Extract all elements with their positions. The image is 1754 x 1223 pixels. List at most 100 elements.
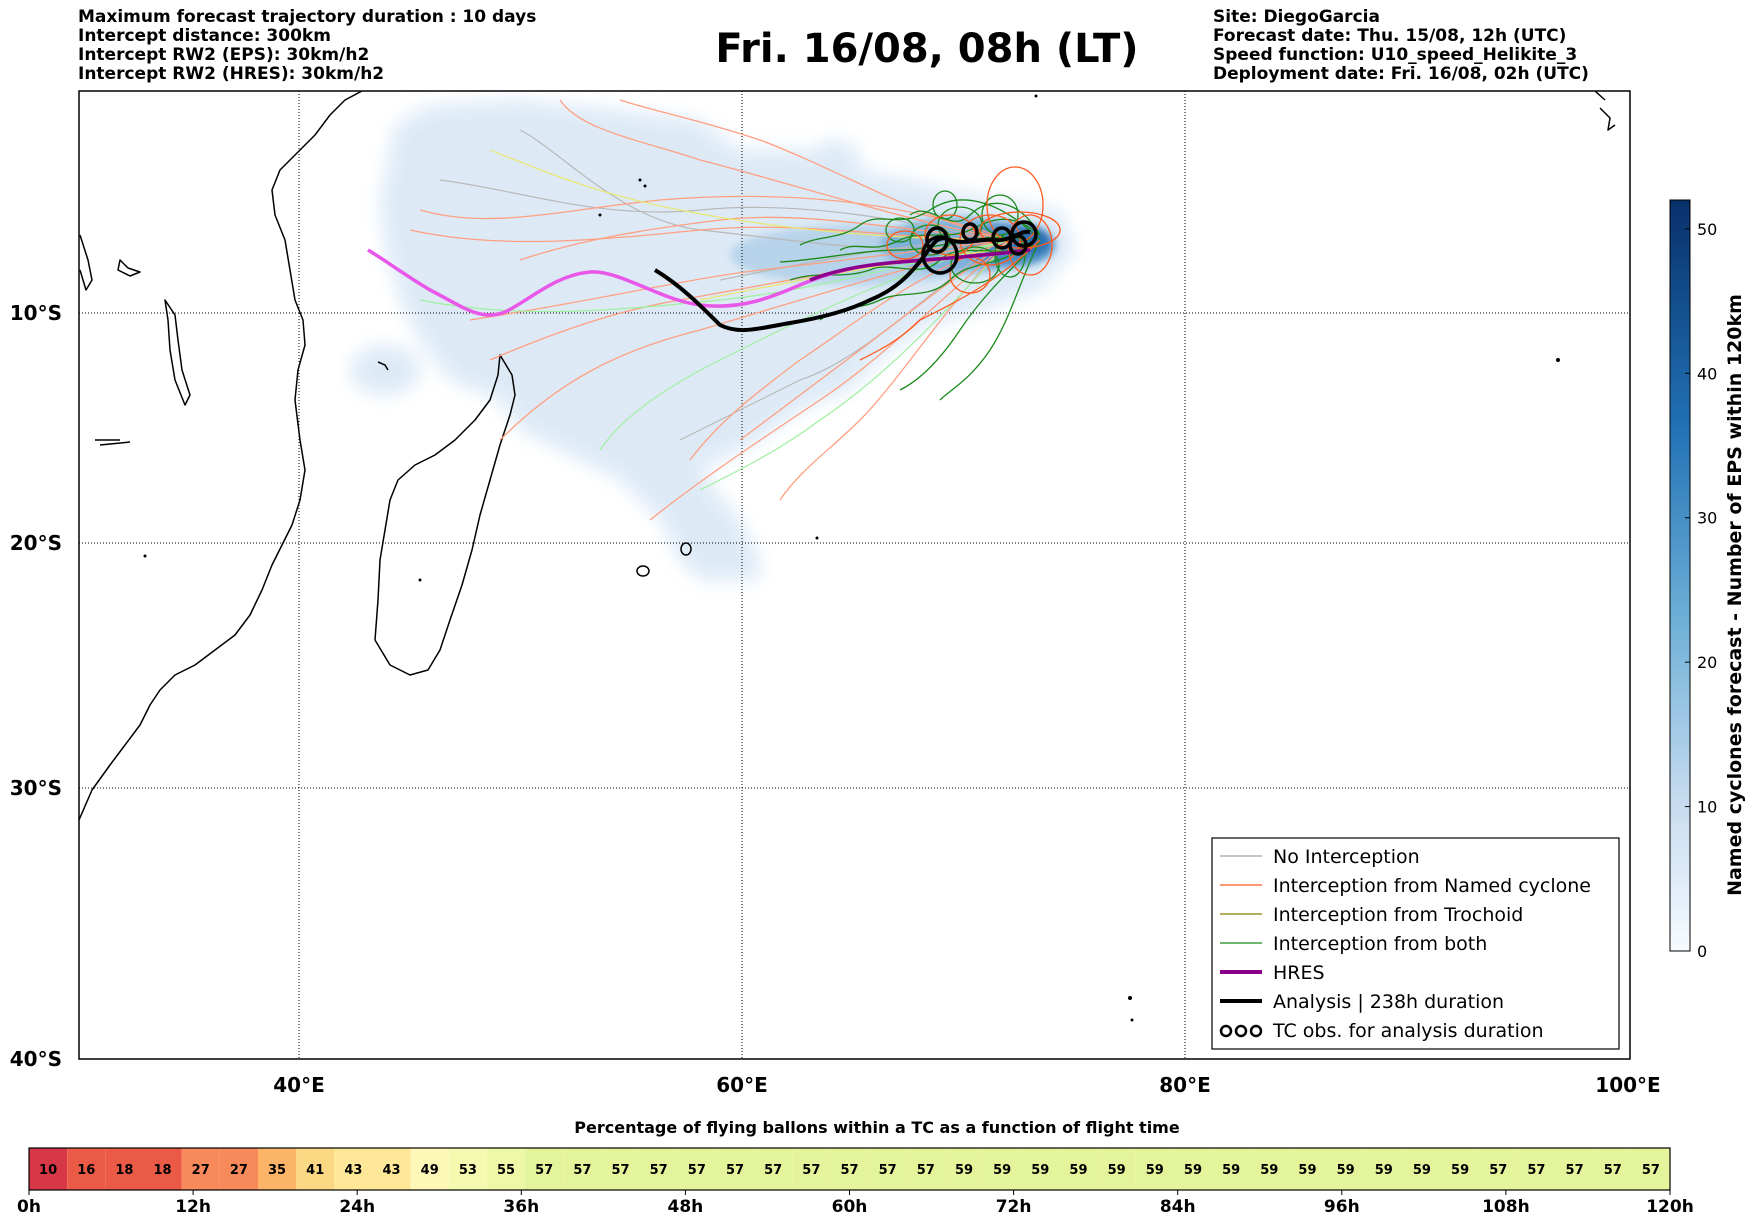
strip-cell-value: 27 — [230, 1163, 248, 1178]
legend-item: Interception from Named cyclone — [1220, 875, 1591, 897]
strip-cell — [486, 1148, 526, 1190]
strip-cell-value: 59 — [1451, 1163, 1469, 1178]
strip-cell-value: 18 — [115, 1163, 133, 1178]
strip-cell-value: 16 — [77, 1163, 95, 1178]
strip-cell — [1250, 1148, 1289, 1190]
colorbar-tick-label: 10 — [1697, 798, 1717, 817]
strip-cell — [181, 1148, 220, 1190]
header-left: Maximum forecast trajectory duration : 1… — [78, 8, 536, 84]
strip-cell-value: 57 — [688, 1163, 706, 1178]
header-left-line: Intercept distance: 300km — [78, 26, 331, 46]
legend-label: Interception from Named cyclone — [1273, 875, 1591, 897]
graticule — [79, 91, 1630, 1059]
strip-cell — [1441, 1148, 1480, 1190]
colorbar-tick-label: 0 — [1697, 942, 1707, 961]
legend-label: Analysis | 238h duration — [1273, 991, 1504, 1013]
strip-cell-value: 59 — [1375, 1163, 1393, 1178]
strip-cell-value: 57 — [611, 1163, 629, 1178]
strip-cell — [1555, 1148, 1594, 1190]
time-label: 0h — [17, 1197, 41, 1217]
map-frame — [78, 90, 1631, 1060]
time-label: 36h — [503, 1197, 539, 1217]
strip-cell — [792, 1148, 831, 1190]
small-islands — [143, 94, 1560, 1022]
legend-label: HRES — [1273, 962, 1325, 984]
strip-cell — [1517, 1148, 1556, 1190]
colorbar-gradient — [1669, 199, 1691, 952]
percentage-strip: 10 16 18 18 27 27 35 41 43 43 49 53 55 57 57 57 57 57 57 57… — [28, 1147, 1671, 1191]
tc-obs-markers — [921, 220, 1038, 275]
lat-label: 10°S — [10, 301, 62, 325]
legend-item: TC obs. for analysis duration — [1219, 1020, 1544, 1042]
strip-cell-value: 57 — [573, 1163, 591, 1178]
strip-cell — [1364, 1148, 1403, 1190]
strip-cell — [29, 1148, 68, 1190]
strip-cell-value: 57 — [917, 1163, 935, 1178]
legend-item: Interception from Trochoid — [1220, 904, 1523, 926]
strip-cell — [715, 1148, 755, 1190]
strip-cell-value: 57 — [764, 1163, 782, 1178]
strip-cell-value: 35 — [268, 1163, 286, 1178]
strip-cell — [1326, 1148, 1365, 1190]
analysis-track — [653, 229, 1031, 333]
lon-label: 40°E — [273, 1073, 325, 1097]
strip-cell-value: 59 — [955, 1163, 973, 1178]
lon-labels: 40°E 60°E 80°E 100°E — [273, 1073, 1660, 1097]
strip-cell-value: 59 — [1069, 1163, 1087, 1178]
colorbar: 0 10 20 30 40 50 Named cyclones forecast - Nu… — [1669, 199, 1746, 961]
strip-cell — [868, 1148, 907, 1190]
strip-cell — [1631, 1148, 1670, 1190]
strip-cell-value: 59 — [1146, 1163, 1164, 1178]
strip-cell — [677, 1148, 716, 1190]
strip-cell — [830, 1148, 869, 1190]
strip-cell-value: 57 — [879, 1163, 897, 1178]
time-label: 96h — [1324, 1197, 1360, 1217]
lon-label: 60°E — [716, 1073, 768, 1097]
strip-cell — [983, 1148, 1022, 1190]
flight-time-axis: 0h 12h 24h 36h 48h 60h 72h 84h 96h 108h 120h — [17, 1190, 1694, 1217]
strip-cell-value: 59 — [1413, 1163, 1431, 1178]
strip-cell-value: 55 — [497, 1163, 515, 1178]
strip-cell-value: 57 — [802, 1163, 820, 1178]
time-label: 24h — [339, 1197, 375, 1217]
strip-cell — [906, 1148, 945, 1190]
legend-label: Interception from both — [1273, 933, 1487, 955]
time-label: 108h — [1482, 1197, 1530, 1217]
header-right: Site: DiegoGarcia Forecast date: Thu. 15… — [1213, 8, 1589, 84]
legend-item: Analysis | 238h duration — [1220, 991, 1504, 1013]
strip-cell-value: 43 — [382, 1163, 400, 1178]
strip-cell-value: 59 — [1298, 1163, 1316, 1178]
strip-cell — [1402, 1148, 1442, 1190]
strip-cell-value: 10 — [39, 1163, 57, 1178]
strip-cell — [1059, 1148, 1098, 1190]
strip-cell-value: 57 — [726, 1163, 744, 1178]
lat-labels: 10°S 20°S 30°S 40°S — [10, 301, 62, 1071]
header-right-line: Deployment date: Fri. 16/08, 02h (UTC) — [1213, 64, 1589, 84]
strip-cell — [143, 1148, 182, 1190]
legend-item: Interception from both — [1220, 933, 1487, 955]
legend-label: Interception from Trochoid — [1273, 904, 1523, 926]
time-label: 48h — [668, 1197, 704, 1217]
lat-label: 20°S — [10, 531, 62, 555]
legend-item: No Interception — [1220, 846, 1420, 868]
strip-cell-value: 18 — [154, 1163, 172, 1178]
header-left-line: Intercept RW2 (EPS): 30km/h2 — [78, 45, 370, 65]
hres-track-head — [809, 248, 1031, 282]
time-label: 72h — [996, 1197, 1032, 1217]
strip-cell-value: 59 — [1184, 1163, 1202, 1178]
lon-label: 100°E — [1595, 1073, 1660, 1097]
strip-cell — [563, 1148, 602, 1190]
strip-cell-value: 27 — [192, 1163, 210, 1178]
colorbar-ticks: 0 10 20 30 40 50 — [1685, 220, 1717, 961]
trajectories-named-cyclone — [409, 99, 1011, 521]
strip-cell — [410, 1148, 449, 1190]
lat-label: 30°S — [10, 776, 62, 800]
strip-cell-value: 57 — [1489, 1163, 1507, 1178]
time-label: 60h — [832, 1197, 868, 1217]
legend-item: HRES — [1220, 962, 1325, 984]
time-label: 84h — [1160, 1197, 1196, 1217]
strip-cell-value: 57 — [1527, 1163, 1545, 1178]
strip-cell — [67, 1148, 106, 1190]
strip-cell — [1212, 1148, 1251, 1190]
